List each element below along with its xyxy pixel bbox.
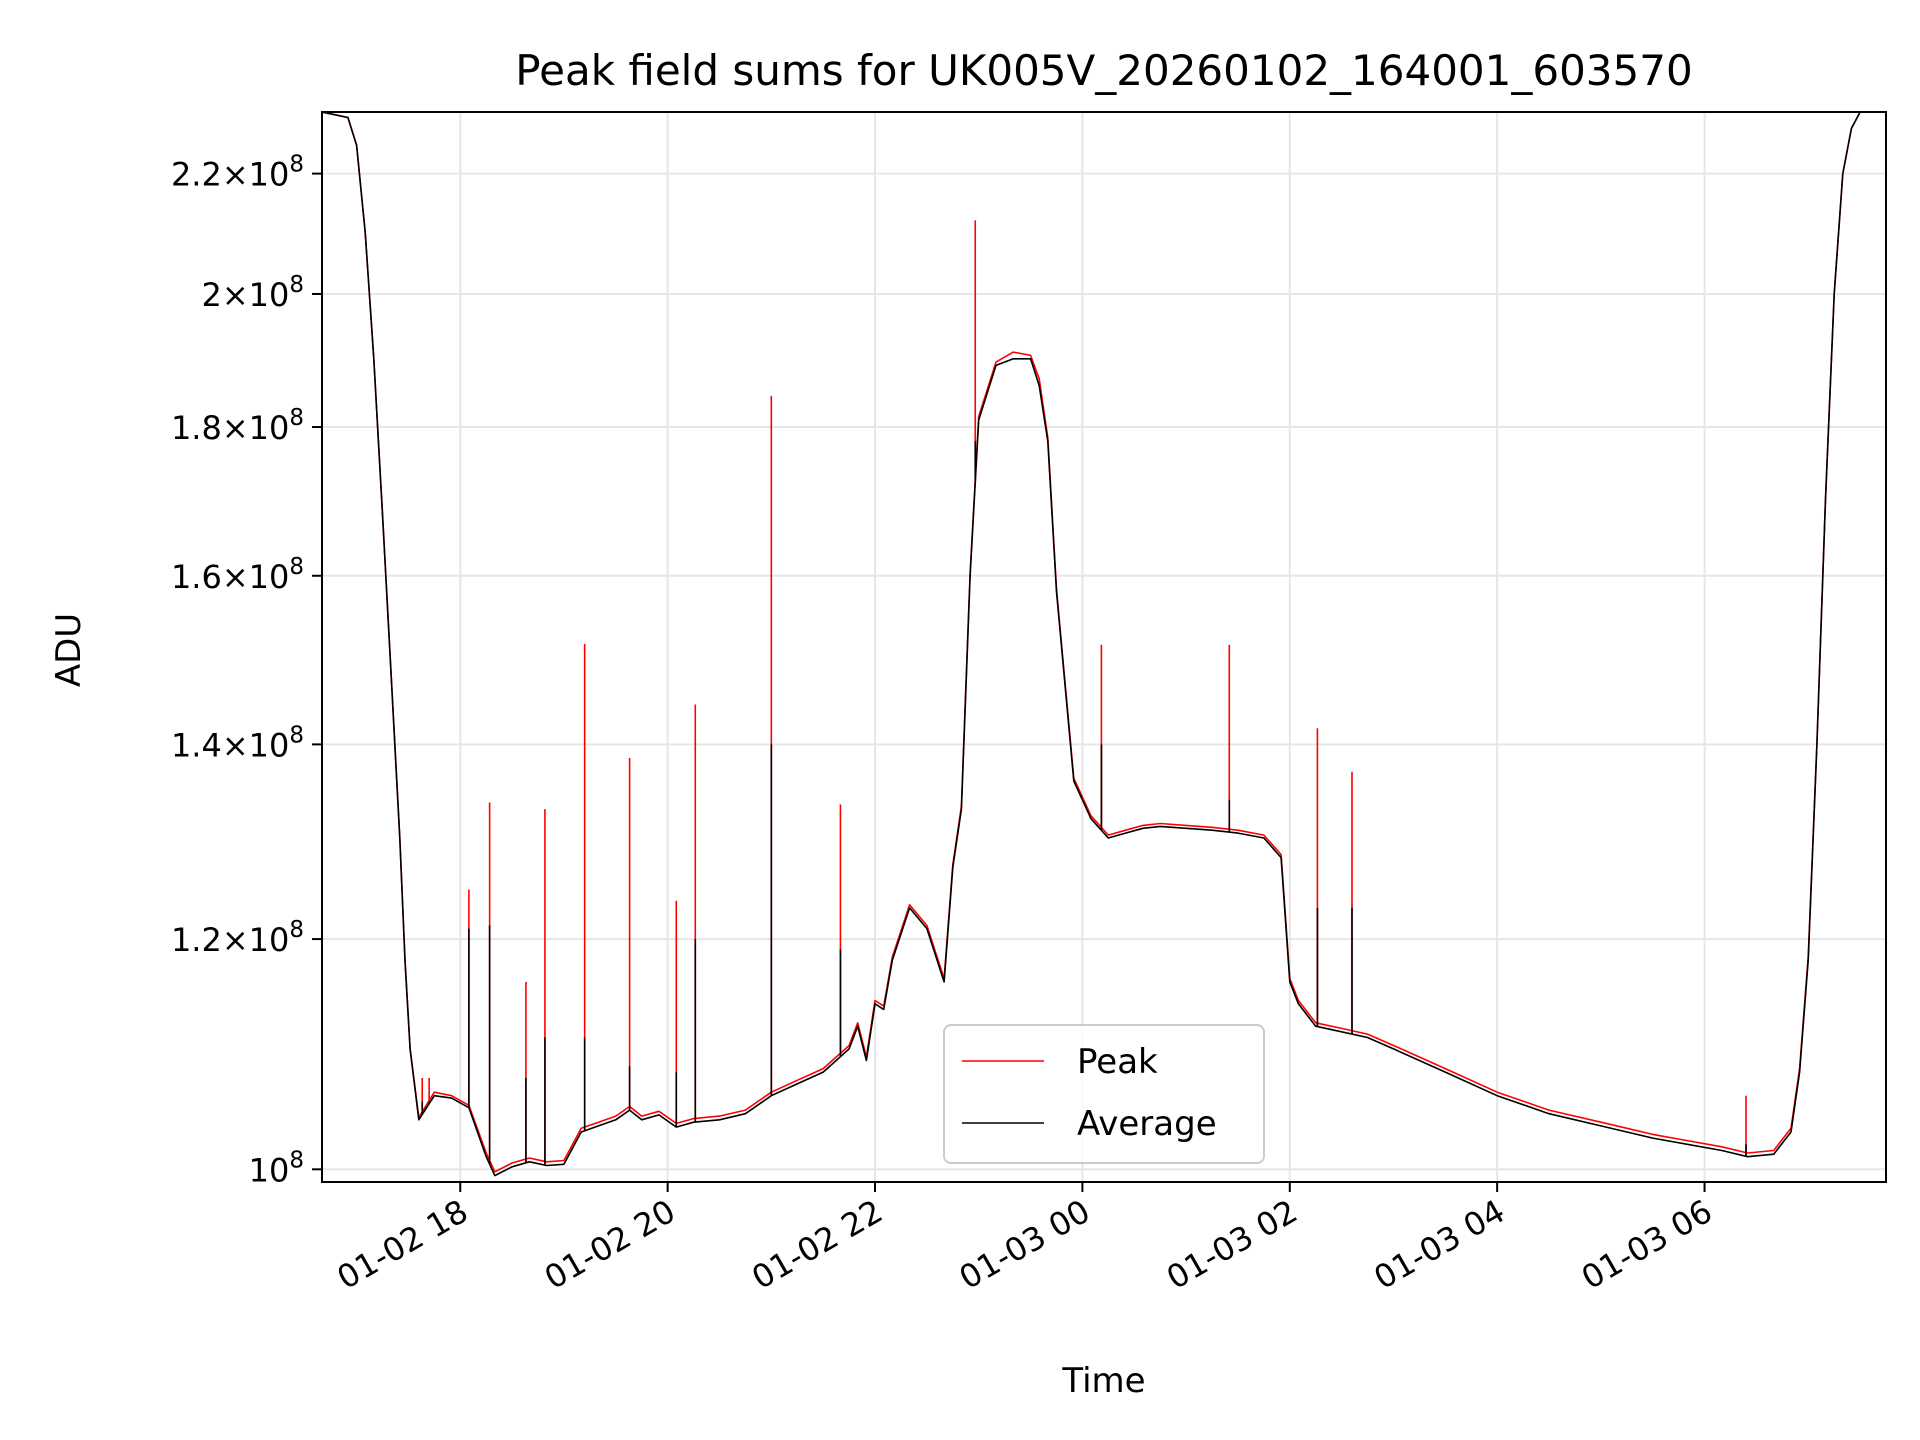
series-line-average [322, 112, 1886, 1177]
y-tick-label: 2.2×108 [171, 152, 304, 194]
y-axis-label: ADU [49, 613, 89, 687]
legend: Peak Average [943, 1024, 1265, 1164]
y-tick-label: 2×108 [201, 272, 304, 314]
series-layer [322, 112, 1886, 1177]
grid [322, 112, 1886, 1182]
y-axis: 108 1.2×108 1.4×108 1.6×108 1.8×108 2×108 2.2×… [171, 152, 322, 1189]
chart-title: Peak field sums for UK005V_20260102_1640… [515, 46, 1692, 95]
y-tick-label: 1.4×108 [171, 722, 304, 764]
x-axis-label: Time [1061, 1361, 1145, 1401]
y-tick-label: 1.8×108 [171, 405, 304, 447]
legend-label-peak: Peak [1077, 1042, 1158, 1082]
legend-box [943, 1024, 1265, 1164]
y-tick-label: 108 [249, 1147, 304, 1189]
y-tick-label: 1.6×108 [171, 554, 304, 596]
plot-frame [321, 111, 1887, 1183]
y-tick-label: 1.2×108 [171, 917, 304, 959]
legend-label-average: Average [1077, 1104, 1217, 1144]
